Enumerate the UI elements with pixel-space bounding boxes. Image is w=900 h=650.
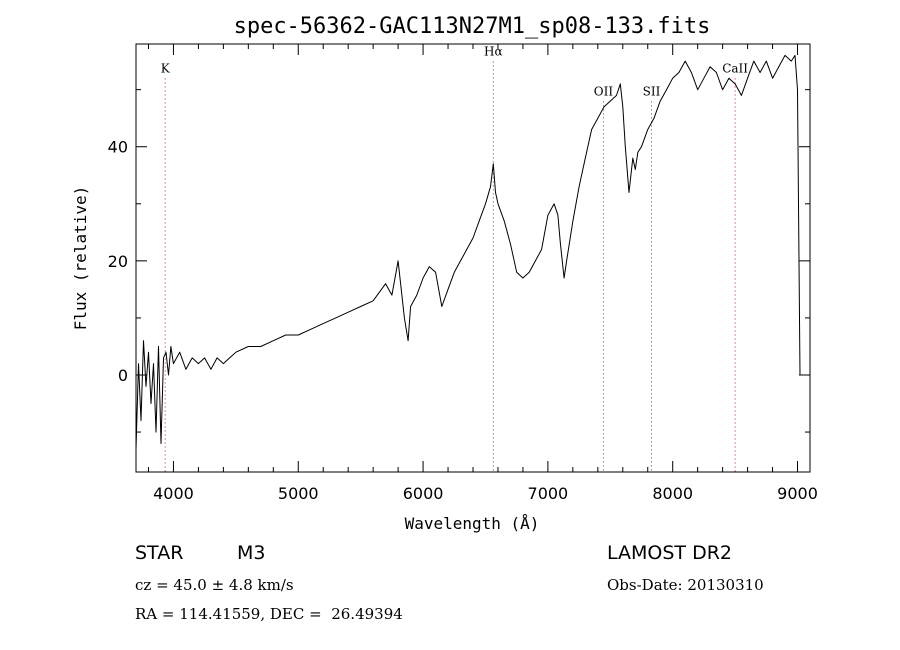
chart-title: spec-56362-GAC113N27M1_sp08-133.fits (234, 14, 711, 39)
spectrum-line (135, 54, 801, 450)
redshift-text: cz = 45.0 ± 4.8 km/s (135, 576, 294, 594)
x-tick-label: 5000 (278, 484, 319, 503)
y-tick-label: 0 (118, 366, 128, 385)
object-class: STAR (135, 542, 184, 564)
line-marker-label: Hα (484, 44, 503, 58)
y-axis-label: Flux (relative) (71, 186, 90, 331)
x-tick-label: 4000 (153, 484, 194, 503)
line-marker-label: K (161, 62, 171, 76)
obs-date: Obs-Date: 20130310 (607, 576, 764, 594)
data-release: LAMOST DR2 (607, 542, 732, 564)
y-tick-label: 40 (108, 138, 128, 157)
y-tick-label: 20 (108, 252, 128, 271)
line-marker-label: SII (643, 84, 661, 98)
x-tick-label: 9000 (777, 484, 818, 503)
x-tick-label: 7000 (528, 484, 569, 503)
line-marker-label: CaII (722, 62, 748, 76)
object-subclass: M3 (237, 542, 266, 564)
plot-area: 4000 5000 6000 7000 8000 9000 0 20 40 K Hα OII SII Ca… (108, 43, 818, 503)
x-tick-label: 8000 (652, 484, 693, 503)
x-tick-label: 6000 (403, 484, 444, 503)
x-axis-label: Wavelength (Å) (405, 514, 540, 533)
line-marker-label: OII (594, 84, 614, 98)
coordinates-text: RA = 114.41559, DEC = 26.49394 (135, 605, 403, 623)
plot-frame (135, 43, 811, 473)
